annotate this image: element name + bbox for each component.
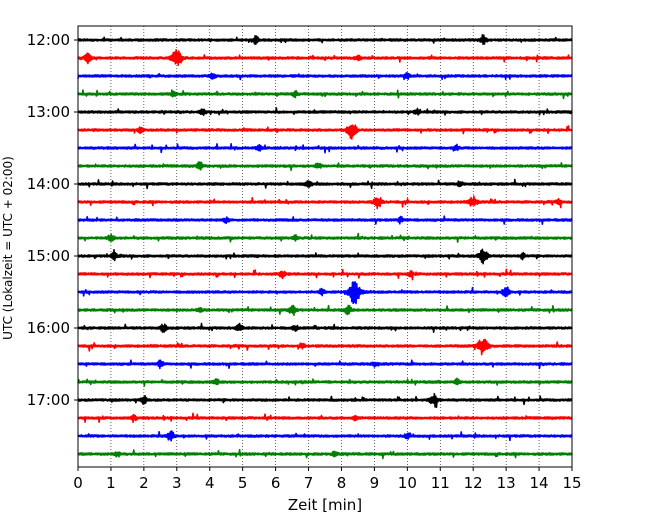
seismic-trace-1630: [77, 359, 573, 370]
seismic-trace-1300: [77, 107, 573, 117]
seismic-trace-1215: [77, 49, 573, 66]
y-tick-label: 14:00: [27, 175, 70, 193]
seismic-trace-1200: [77, 34, 573, 46]
x-tick-label: 14: [530, 474, 549, 492]
y-tick-label: 17:00: [27, 391, 70, 409]
seismic-trace-1715: [77, 412, 573, 424]
seismic-trace-1345: [77, 161, 573, 172]
x-tick-label: 11: [431, 474, 450, 492]
plot-frame: [77, 25, 573, 468]
x-tick-label: 1: [106, 474, 116, 492]
x-tick-label: 4: [205, 474, 215, 492]
seismic-trace-1515: [77, 268, 573, 281]
x-axis-label: Zeit [min]: [288, 496, 362, 514]
seismic-trace-1230: [77, 72, 573, 81]
seismic-trace-1315: [77, 124, 573, 140]
x-tick-label: 12: [464, 474, 483, 492]
seismic-trace-1445: [77, 232, 573, 243]
y-axis-ticks: 12:00 13:00 14:00 15:00 16:00 17:00: [27, 31, 78, 409]
x-tick-label: 8: [337, 474, 347, 492]
seismic-trace-1730: [77, 430, 573, 442]
x-tick-label: 2: [139, 474, 149, 492]
x-tick-label: 3: [172, 474, 182, 492]
seismic-trace-1600: [77, 322, 573, 334]
x-tick-label: 7: [304, 474, 314, 492]
x-tick-label: 15: [562, 474, 581, 492]
x-tick-label: 6: [271, 474, 281, 492]
y-axis-label: UTC (Lokalzeit = UTC + 02:00): [1, 156, 15, 340]
seismic-trace-1500: [77, 248, 573, 265]
seismic-trace-1330: [77, 143, 573, 154]
x-tick-label: 13: [497, 474, 516, 492]
seismic-trace-1245: [77, 89, 573, 100]
seismic-trace-1530: [77, 281, 573, 305]
y-tick-label: 15:00: [27, 247, 70, 265]
y-tick-label: 16:00: [27, 319, 70, 337]
seismic-trace-1615: [77, 338, 573, 356]
x-tick-label: 5: [238, 474, 248, 492]
x-tick-label: 9: [370, 474, 380, 492]
seismic-trace-1545: [77, 304, 573, 317]
seismic-trace-1745: [77, 448, 573, 460]
seismic-trace-1400: [77, 178, 573, 190]
x-axis-ticks: 0 1 2 3 4 5 6 7 8 9 10 11 12 13 14 15: [73, 467, 582, 492]
trace-lines: [77, 34, 573, 460]
seismic-trace-1645: [77, 377, 573, 387]
seismic-trace-1415: [77, 195, 573, 210]
y-tick-label: 13:00: [27, 103, 70, 121]
y-tick-label: 12:00: [27, 31, 70, 49]
x-tick-label: 0: [73, 474, 83, 492]
seismic-trace-1430: [77, 215, 573, 225]
x-tick-label: 10: [398, 474, 417, 492]
seismic-trace-1700: [77, 392, 573, 409]
